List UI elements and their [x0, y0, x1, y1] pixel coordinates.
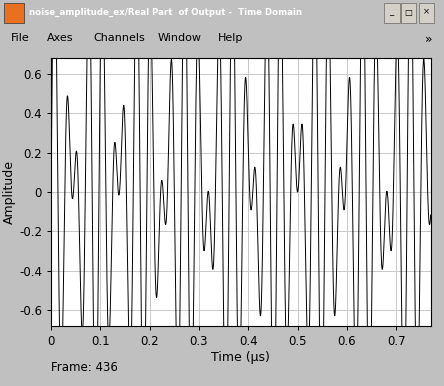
Text: Axes: Axes: [47, 33, 73, 42]
FancyBboxPatch shape: [4, 2, 24, 22]
Text: ×: ×: [423, 8, 430, 17]
Text: Help: Help: [218, 33, 243, 42]
Text: »: »: [424, 33, 432, 46]
Y-axis label: Amplitude: Amplitude: [3, 160, 16, 224]
FancyBboxPatch shape: [401, 2, 416, 22]
Text: Window: Window: [158, 33, 202, 42]
Text: □: □: [404, 8, 412, 17]
X-axis label: Time (μs): Time (μs): [211, 351, 270, 364]
Text: Channels: Channels: [93, 33, 145, 42]
Text: _: _: [389, 8, 394, 17]
FancyBboxPatch shape: [384, 2, 400, 22]
Text: noise_amplitude_ex/Real Part  of Output -  Time Domain: noise_amplitude_ex/Real Part of Output -…: [29, 7, 302, 17]
Text: Frame: 436: Frame: 436: [51, 361, 118, 374]
Text: File: File: [11, 33, 30, 42]
FancyBboxPatch shape: [419, 2, 434, 22]
